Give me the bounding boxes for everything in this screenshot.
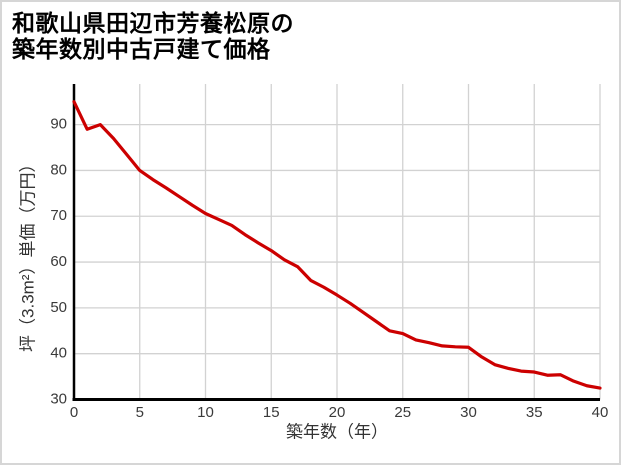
x-tick-label: 15 [263, 404, 280, 421]
chart-title-line1: 和歌山県田辺市芳養松原の [12, 10, 294, 36]
x-tick-label: 30 [460, 404, 477, 421]
y-tick-label: 50 [50, 299, 67, 316]
chart-title: 和歌山県田辺市芳養松原の 築年数別中古戸建て価格 [12, 10, 294, 62]
x-tick-label: 20 [329, 404, 346, 421]
x-tick-label: 35 [526, 404, 543, 421]
y-tick-label: 70 [50, 207, 67, 224]
y-tick-label: 90 [50, 116, 67, 133]
y-tick-label: 40 [50, 345, 67, 362]
chart-title-line2: 築年数別中古戸建て価格 [12, 36, 271, 62]
x-tick-label: 25 [394, 404, 411, 421]
y-tick-label: 60 [50, 253, 67, 270]
y-tick-label: 30 [50, 390, 67, 407]
price-line [72, 100, 602, 390]
y-tick-label: 80 [50, 161, 67, 178]
x-axis-label: 築年数（年） [286, 423, 388, 442]
x-tick-label: 5 [136, 404, 144, 421]
x-tick-label: 10 [197, 404, 214, 421]
y-axis-label: 坪（3.3m²）単価（万円） [18, 156, 37, 352]
x-tick-label: 40 [592, 404, 609, 421]
x-tick-label: 0 [70, 404, 78, 421]
